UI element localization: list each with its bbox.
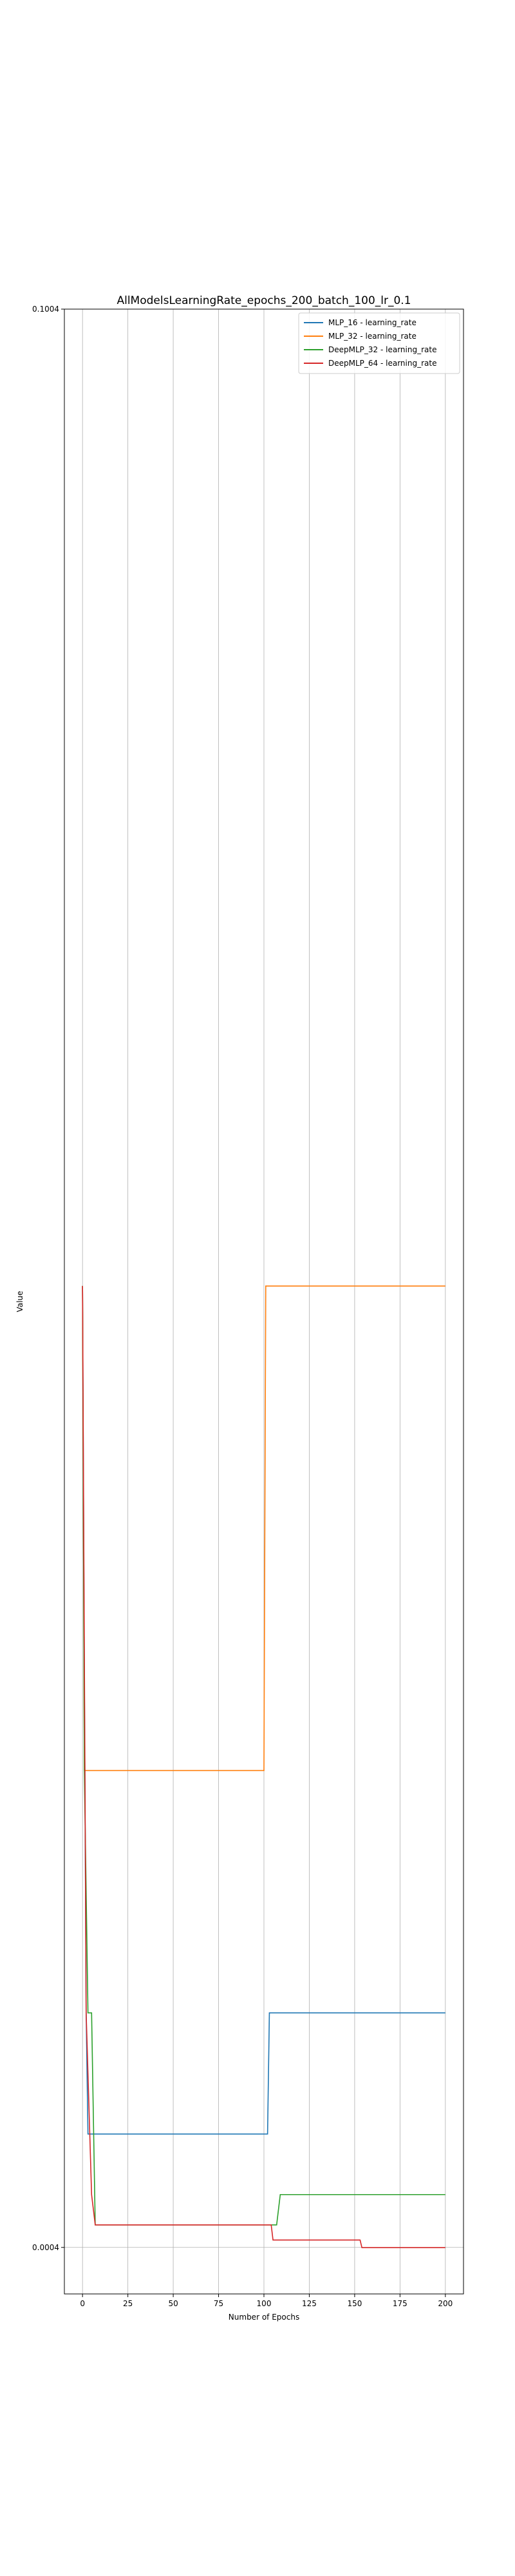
grid-lines xyxy=(64,308,464,2294)
legend-entry: MLP_32 - learning_rate xyxy=(328,332,417,341)
x-tick-label: 100 xyxy=(257,2299,272,2308)
x-tick-label: 175 xyxy=(393,2299,407,2308)
chart-title: AllModelsLearningRate_epochs_200_batch_1… xyxy=(117,294,411,307)
x-tick-label: 75 xyxy=(214,2299,223,2308)
legend-entry: DeepMLP_32 - learning_rate xyxy=(328,345,436,354)
y-tick-label: 0.1004 xyxy=(32,305,59,314)
x-axis: 0 25 50 75 100 125 150 175 200 xyxy=(80,2294,453,2308)
x-axis-label: Number of Epochs xyxy=(229,2313,299,2322)
legend-box xyxy=(298,312,460,374)
x-tick-label: 50 xyxy=(168,2299,178,2308)
legend: MLP_16 - learning_rate MLP_32 - learning_… xyxy=(298,312,460,374)
x-tick-label: 25 xyxy=(123,2299,133,2308)
y-tick-label: 0.0004 xyxy=(32,2243,59,2252)
legend-entry: MLP_16 - learning_rate xyxy=(328,318,417,327)
legend-entry: DeepMLP_64 - learning_rate xyxy=(328,359,436,368)
x-tick-label: 200 xyxy=(438,2299,453,2308)
series-layer xyxy=(82,1285,445,2248)
series-line-4 xyxy=(82,1285,445,2248)
x-tick-label: 125 xyxy=(302,2299,317,2308)
y-axis: 0.0004 0.1004 xyxy=(32,305,64,2252)
y-axis-label: Value xyxy=(15,1291,24,1312)
x-tick-label: 0 xyxy=(80,2299,85,2308)
x-tick-label: 150 xyxy=(347,2299,362,2308)
